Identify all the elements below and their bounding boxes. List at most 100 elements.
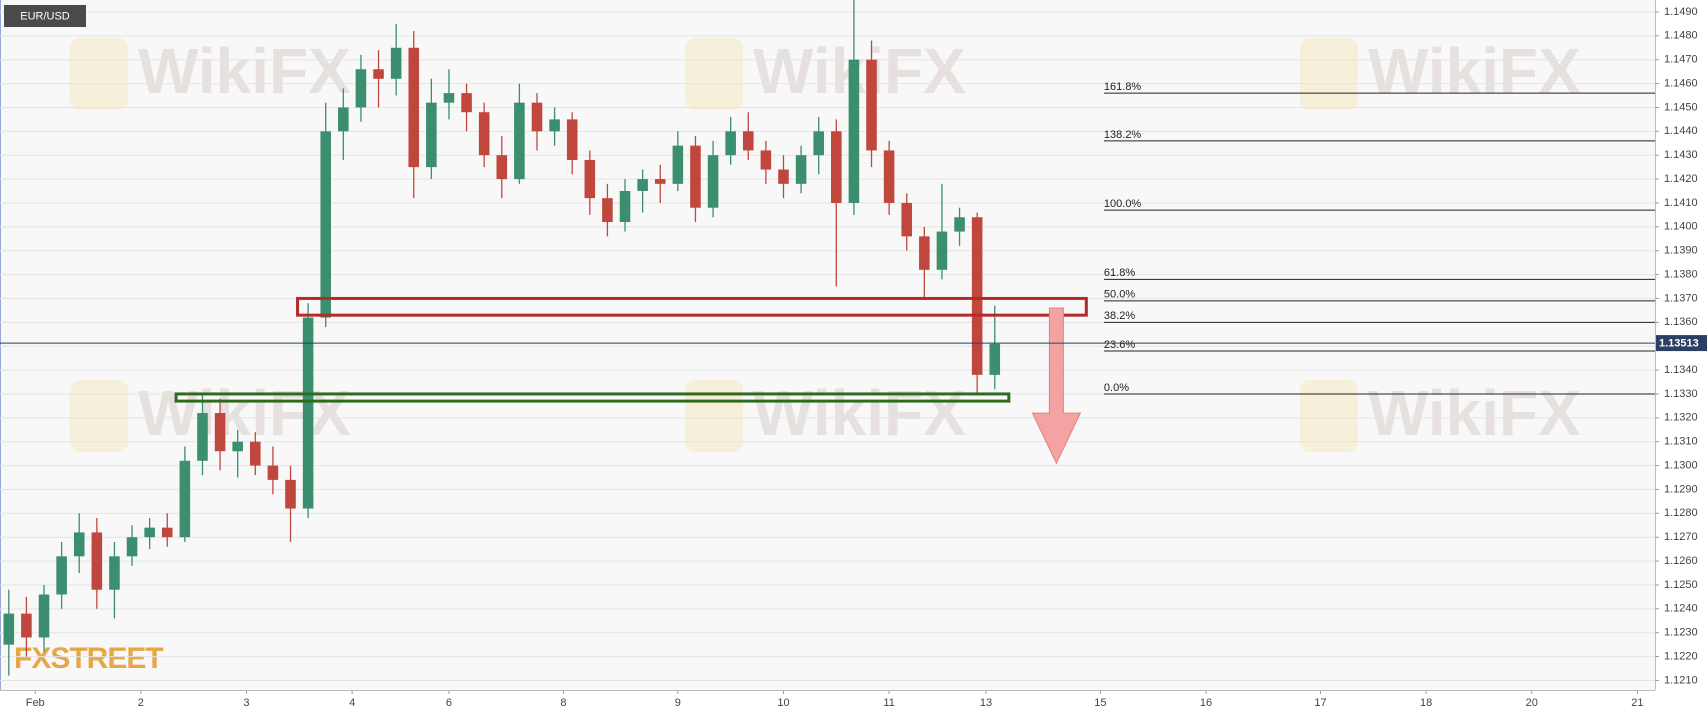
- fib-label: 138.2%: [1104, 129, 1142, 141]
- y-tick-label: 1.1370: [1664, 292, 1698, 304]
- candle-body: [267, 465, 279, 480]
- y-tick-label: 1.1220: [1664, 650, 1698, 662]
- last-price-label: 1.13513: [1659, 337, 1699, 349]
- candle-body: [91, 532, 103, 590]
- y-tick-label: 1.1310: [1664, 436, 1698, 448]
- candle-body: [602, 198, 613, 223]
- candle-body: [390, 47, 402, 79]
- watermark: WikiFX: [1368, 377, 1581, 449]
- fib-label: 38.2%: [1104, 310, 1135, 322]
- zone: [174, 392, 1011, 403]
- candle-body: [355, 69, 367, 108]
- candle-body: [320, 131, 331, 318]
- candle-body: [848, 59, 860, 203]
- x-tick-label: 13: [980, 697, 992, 709]
- x-tick-label: 3: [243, 697, 249, 709]
- x-tick-label: 9: [675, 697, 681, 709]
- y-tick-label: 1.1360: [1664, 316, 1698, 328]
- candle-body: [795, 155, 807, 184]
- candle-body: [338, 107, 349, 132]
- candle-body: [619, 191, 631, 223]
- y-tick-label: 1.1450: [1664, 101, 1698, 113]
- candle-body: [21, 613, 32, 638]
- candle-body: [725, 131, 736, 156]
- candle-body: [109, 556, 120, 590]
- candle-body: [690, 145, 701, 208]
- candle-body: [161, 527, 173, 538]
- candle-body: [936, 231, 948, 270]
- x-tick-label: 11: [883, 697, 894, 709]
- candle-body: [478, 112, 490, 156]
- y-tick-label: 1.1210: [1664, 674, 1698, 686]
- symbol-box: [4, 5, 86, 27]
- y-tick-label: 1.1320: [1664, 412, 1698, 424]
- candle-body: [426, 102, 437, 168]
- watermark: WikiFX: [753, 377, 966, 449]
- y-tick-label: 1.1260: [1664, 555, 1698, 567]
- watermark-icon: [685, 38, 743, 110]
- y-tick-label: 1.1330: [1664, 388, 1698, 400]
- candle-body: [637, 179, 648, 192]
- y-tick-label: 1.1280: [1664, 507, 1698, 519]
- x-tick-label: 2: [138, 697, 144, 709]
- x-tick-label: 21: [1631, 697, 1643, 709]
- fib-label: 61.8%: [1104, 267, 1135, 279]
- x-tick-label: 20: [1526, 697, 1538, 709]
- candle-body: [654, 179, 666, 184]
- fib-label: 0.0%: [1104, 382, 1129, 394]
- x-tick-label: 18: [1420, 697, 1432, 709]
- zone: [296, 296, 1088, 317]
- candle-body: [3, 613, 15, 645]
- candle-body: [302, 317, 314, 509]
- candle-body: [831, 131, 842, 203]
- candle-body: [919, 236, 930, 270]
- watermark: WikiFX: [138, 377, 351, 449]
- y-tick-label: 1.1380: [1664, 268, 1698, 280]
- y-tick-label: 1.1270: [1664, 531, 1698, 543]
- watermark-icon: [70, 38, 128, 110]
- candle-body: [742, 131, 754, 151]
- fib-label: 161.8%: [1104, 81, 1142, 93]
- y-tick-label: 1.1480: [1664, 30, 1698, 42]
- candle-body: [373, 69, 384, 79]
- y-tick-label: 1.1290: [1664, 483, 1698, 495]
- fib-label: 23.6%: [1104, 339, 1135, 351]
- candle-body: [496, 155, 508, 180]
- y-tick-label: 1.1470: [1664, 54, 1698, 66]
- watermark: WikiFX: [138, 35, 351, 107]
- candle-body: [461, 93, 472, 113]
- candle-body: [443, 93, 455, 103]
- x-tick-label: 6: [446, 697, 452, 709]
- plot-background: [0, 0, 1655, 690]
- x-tick-label: 17: [1314, 697, 1326, 709]
- watermark-icon: [1300, 380, 1358, 452]
- watermark-icon: [1300, 38, 1358, 110]
- x-tick-label: 10: [777, 697, 789, 709]
- candle-body: [584, 159, 596, 199]
- candle-body: [883, 150, 895, 203]
- candle-body: [408, 47, 420, 168]
- candle-body: [232, 441, 243, 452]
- candle-body: [250, 441, 261, 466]
- candle-body: [778, 169, 789, 184]
- y-tick-label: 1.1410: [1664, 197, 1698, 209]
- candle-body: [214, 413, 226, 452]
- candle-body: [989, 343, 1001, 375]
- fib-label: 50.0%: [1104, 289, 1135, 301]
- y-tick-label: 1.1460: [1664, 77, 1698, 89]
- x-tick-label: 8: [560, 697, 566, 709]
- x-tick-label: 4: [349, 697, 355, 709]
- y-tick-label: 1.1440: [1664, 125, 1698, 137]
- y-tick-label: 1.1420: [1664, 173, 1698, 185]
- last-price-box: [1655, 335, 1707, 352]
- candle-body: [549, 119, 560, 132]
- grid: 1.1210 1.1220 1.1230 1.1240 1.1250 1.1260 1.12…: [0, 6, 1698, 709]
- candle-body: [126, 537, 138, 557]
- candle-body: [531, 102, 543, 132]
- candle-body: [38, 594, 50, 638]
- fib-label: 100.0%: [1104, 198, 1142, 210]
- candle-body: [866, 59, 877, 151]
- candle-body: [285, 479, 296, 509]
